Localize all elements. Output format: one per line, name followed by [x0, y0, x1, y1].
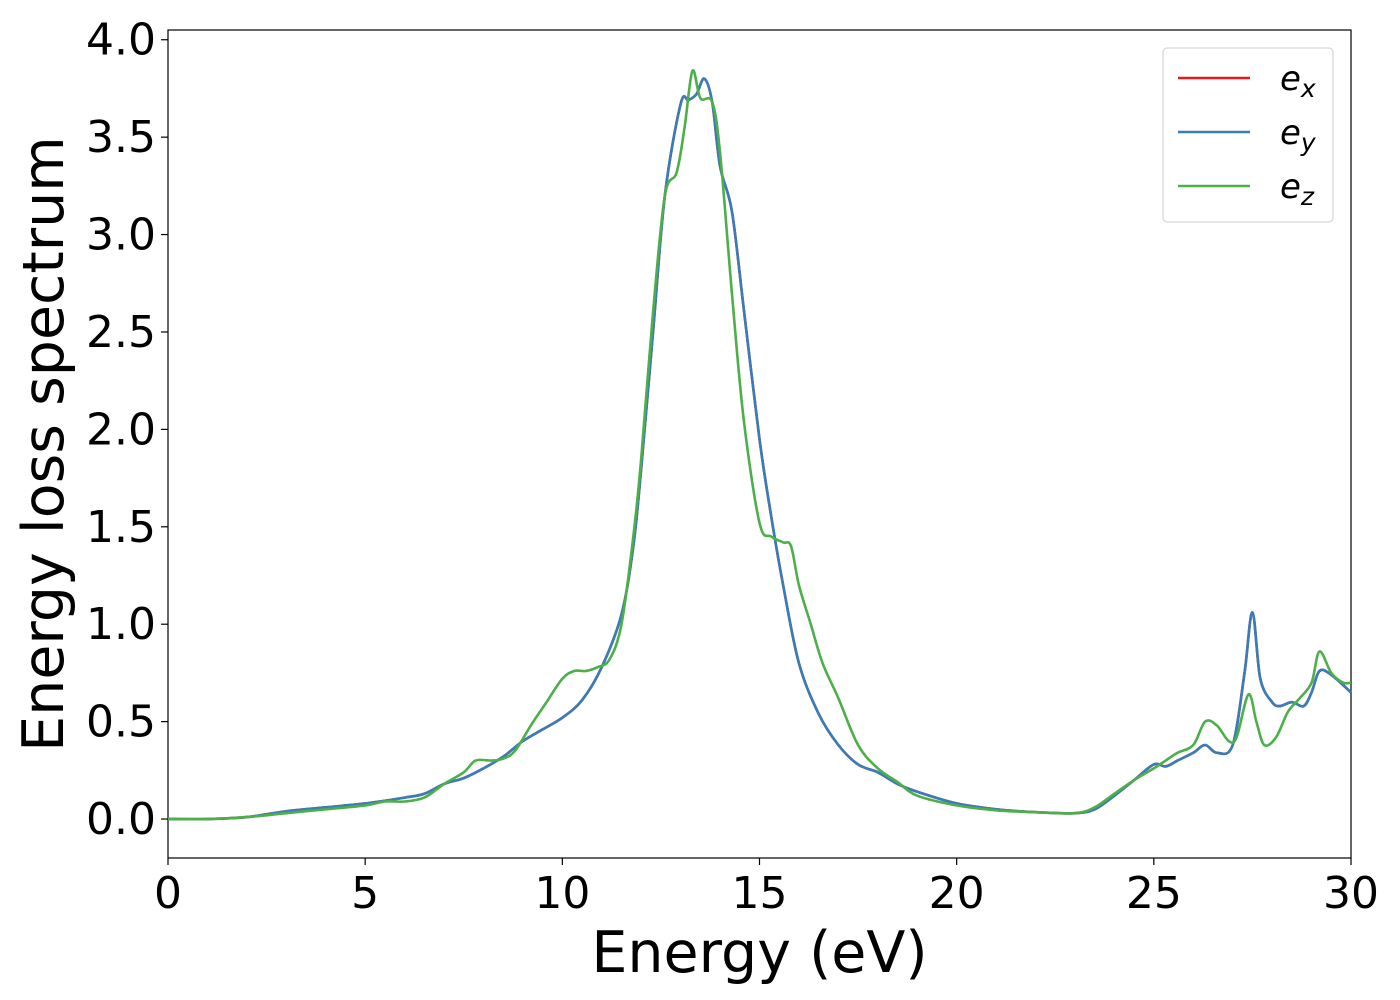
y-tick-label: 0.0 [86, 794, 156, 845]
y-tick-label: 2.0 [86, 404, 156, 455]
y-tick-label: 4.0 [86, 15, 156, 66]
x-tick-label: 20 [929, 868, 985, 919]
legend-label-y: ey [1280, 113, 1317, 157]
legend-frame [1162, 47, 1334, 223]
y-axis-ticks: 0.0 0.5 1.0 1.5 2.0 2.5 3.0 3.5 4.0 [86, 15, 168, 845]
x-axis-title: Energy (eV) [591, 920, 927, 986]
y-tick-label: 1.0 [86, 599, 156, 650]
y-tick-label: 2.5 [86, 307, 156, 358]
y-tick-label: 3.5 [86, 112, 156, 163]
x-tick-label: 15 [732, 868, 788, 919]
y-axis-title: Energy loss spectrum [11, 136, 77, 752]
x-tick-label: 10 [534, 868, 590, 919]
x-tick-label: 5 [351, 868, 379, 919]
x-axis-ticks: 0 5 10 15 20 25 30 [154, 858, 1379, 919]
x-tick-label: 30 [1323, 868, 1379, 919]
legend-label-x: ex [1280, 59, 1316, 103]
y-tick-label: 1.5 [86, 502, 156, 553]
legend-label-z: ez [1280, 167, 1315, 211]
series-line-z [167, 69, 1352, 821]
series-layer [167, 69, 1352, 821]
x-tick-label: 0 [154, 868, 182, 919]
legend: ex ey ez [1162, 47, 1334, 223]
x-tick-label: 25 [1126, 868, 1182, 919]
y-tick-label: 0.5 [86, 697, 156, 748]
series-line-y [167, 77, 1352, 821]
y-tick-label: 3.0 [86, 210, 156, 261]
